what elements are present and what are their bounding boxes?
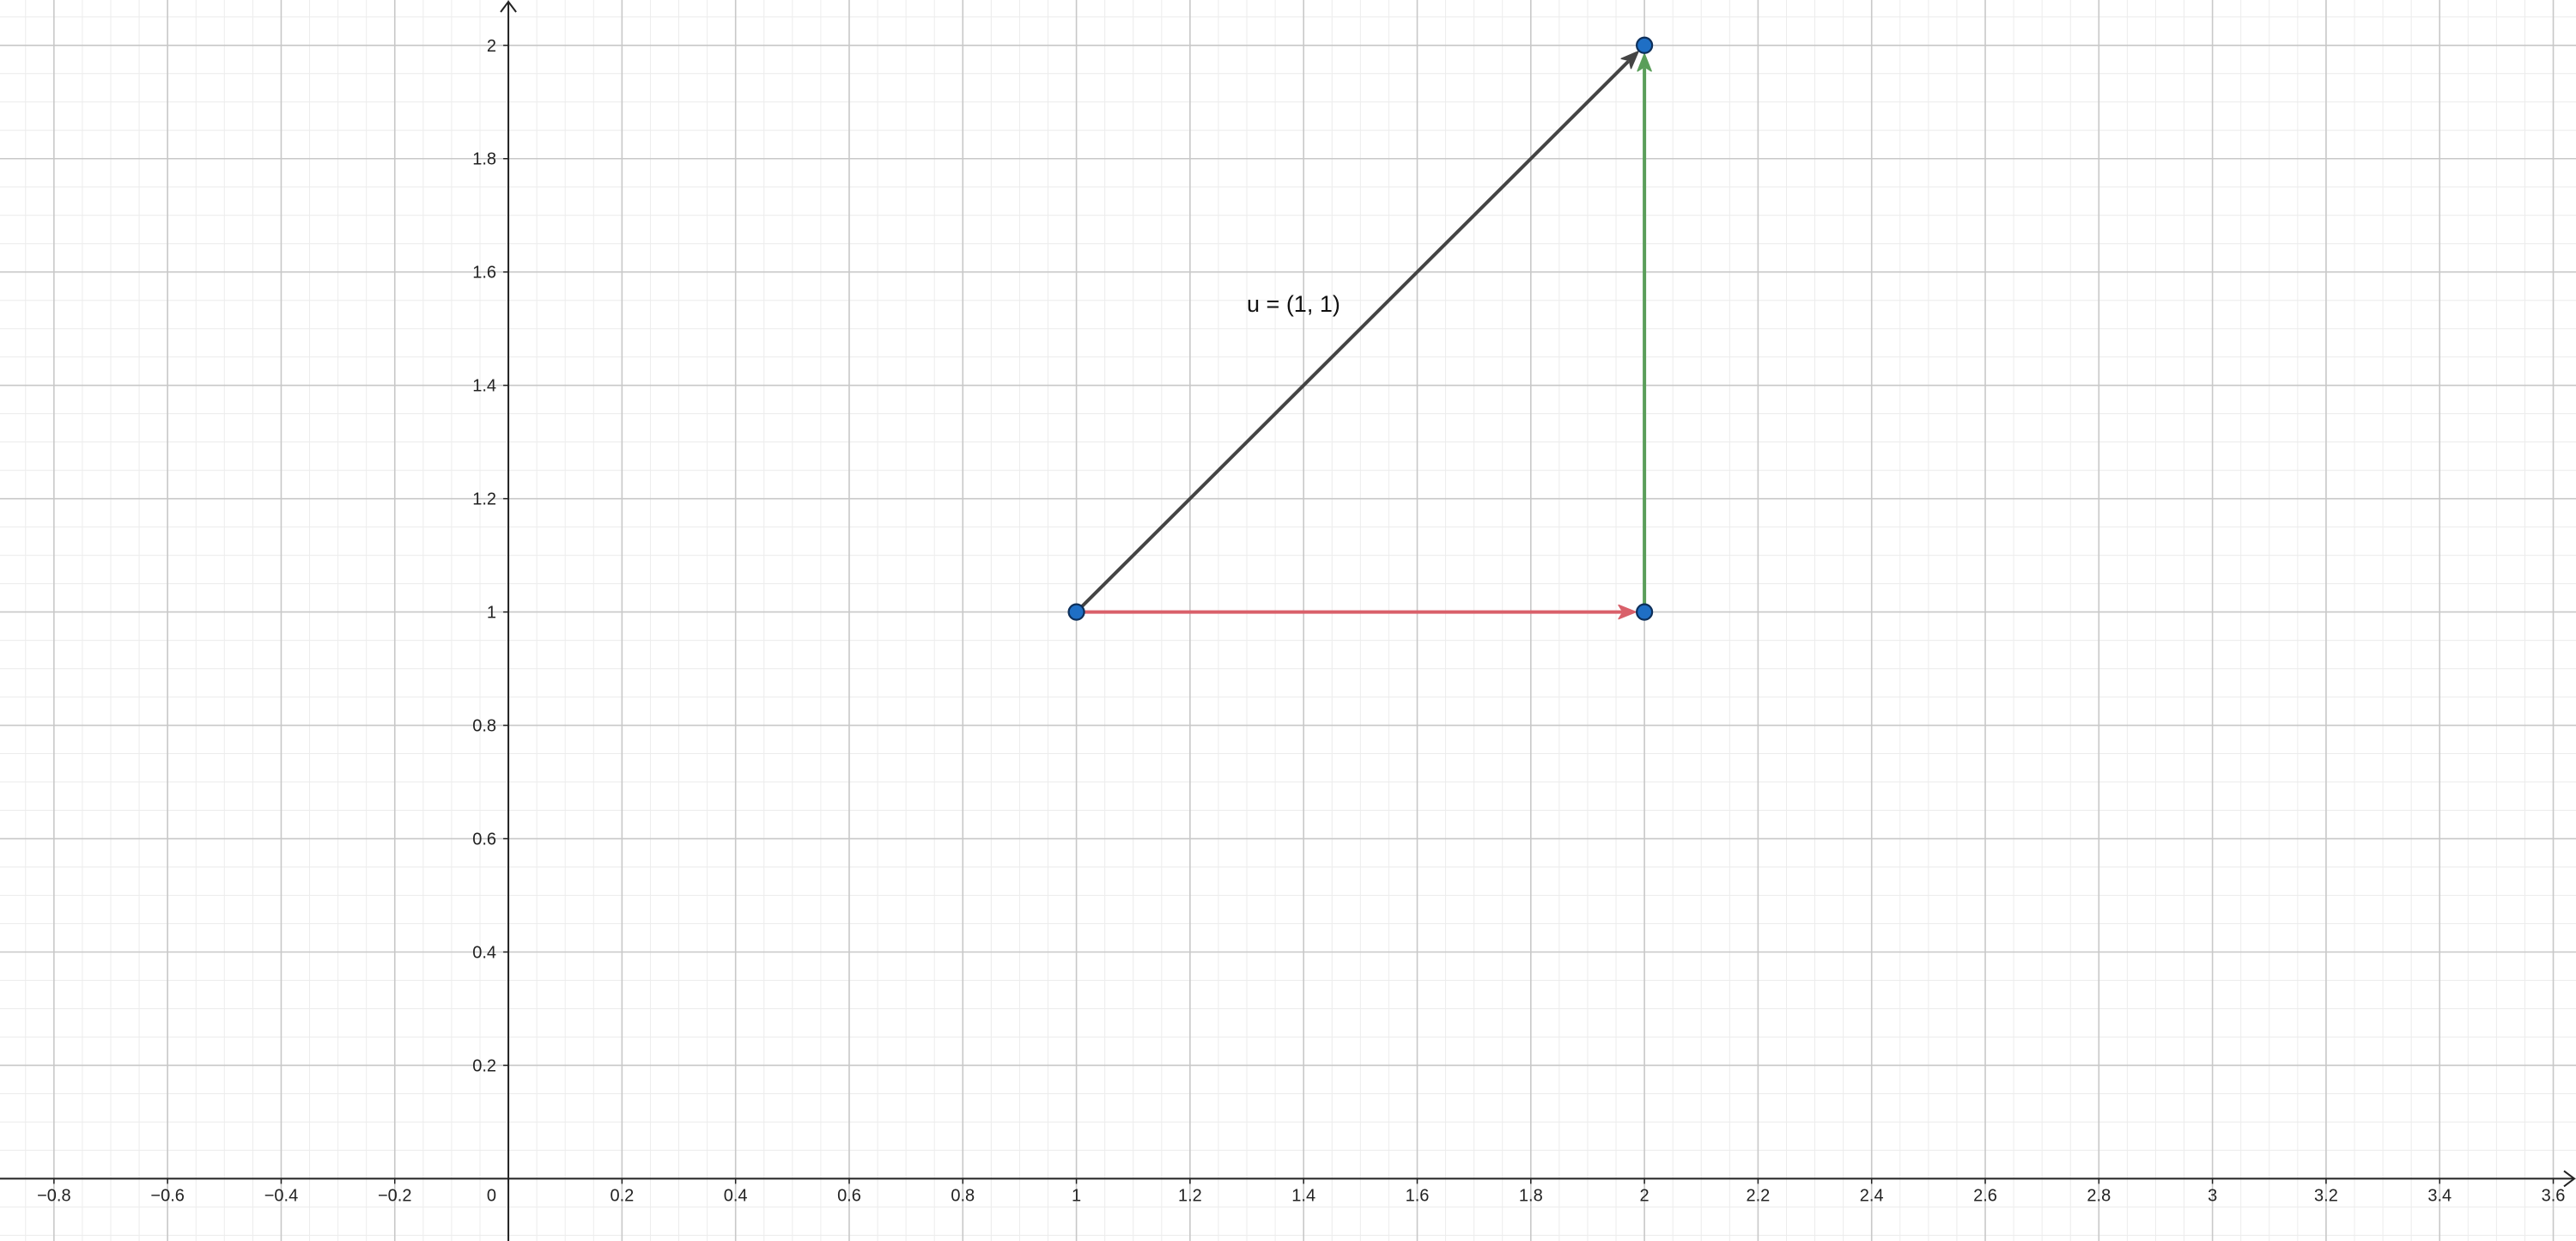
x-tick-label: 1.2	[1178, 1186, 1202, 1205]
y-tick-label: 0.4	[472, 943, 496, 962]
vector-shaft	[1074, 60, 1630, 614]
y-tick-label: 0.8	[472, 717, 496, 736]
y-tick-label: 1.6	[472, 264, 496, 283]
x-tick-label: 2.8	[2087, 1186, 2111, 1205]
y-tick-label: 0.6	[472, 830, 496, 849]
y-tick-label: 2	[487, 37, 496, 56]
x-tick-label: 3.6	[2542, 1186, 2566, 1205]
x-tick-label: 2.6	[1973, 1186, 1997, 1205]
x-tick-label: 2.2	[1747, 1186, 1771, 1205]
x-tick-label: 2	[1640, 1186, 1649, 1205]
x-tick-label: −0.6	[150, 1186, 184, 1205]
x-tick-label: 3	[2208, 1186, 2217, 1205]
x-tick-label: 1	[1072, 1186, 1081, 1205]
y-tick-label: 0.2	[472, 1056, 496, 1075]
x-tick-label: 0.4	[724, 1186, 748, 1205]
vector-label[interactable]: u = (1, 1)	[1247, 291, 1340, 317]
x-tick-label: −0.2	[378, 1186, 411, 1205]
x-tick-label: 0.2	[610, 1186, 634, 1205]
vector-arrowhead	[1620, 51, 1639, 70]
x-tick-label: 1.8	[1519, 1186, 1543, 1205]
vectors	[1074, 51, 1652, 620]
vector-arrowhead	[1637, 53, 1652, 72]
x-tick-label: 0	[487, 1186, 496, 1205]
vector-arrowhead	[1618, 604, 1637, 620]
x-tick-label: 0.8	[951, 1186, 975, 1205]
y-tick-label: 1	[487, 604, 496, 623]
annotations: u = (1, 1)	[1247, 291, 1340, 317]
point[interactable]	[1067, 603, 1085, 621]
point[interactable]	[1636, 603, 1654, 621]
point[interactable]	[1636, 36, 1654, 54]
x-tick-label: 3.4	[2427, 1186, 2451, 1205]
x-tick-label: 0.6	[837, 1186, 861, 1205]
y-tick-label: 1.2	[472, 490, 496, 509]
x-tick-label: 3.2	[2314, 1186, 2338, 1205]
x-tick-label: 1.6	[1406, 1186, 1430, 1205]
y-tick-label: 1.8	[472, 150, 496, 169]
y-tick-label: 1.4	[472, 377, 496, 396]
x-tick-label: 1.4	[1291, 1186, 1315, 1205]
x-tick-label: 2.4	[1860, 1186, 1884, 1205]
x-axis-arrow	[2563, 1170, 2576, 1188]
y-axis-arrow	[500, 0, 517, 13]
x-tick-label: −0.8	[37, 1186, 70, 1205]
points	[1067, 36, 1654, 621]
tick-labels: −0.8 −0.6 −0.4 −0.2 0 0.2 0.4 0.6 0.8 1 1.2 1.4 1.6 1…	[37, 37, 2565, 1206]
x-tick-label: −0.4	[264, 1186, 298, 1205]
